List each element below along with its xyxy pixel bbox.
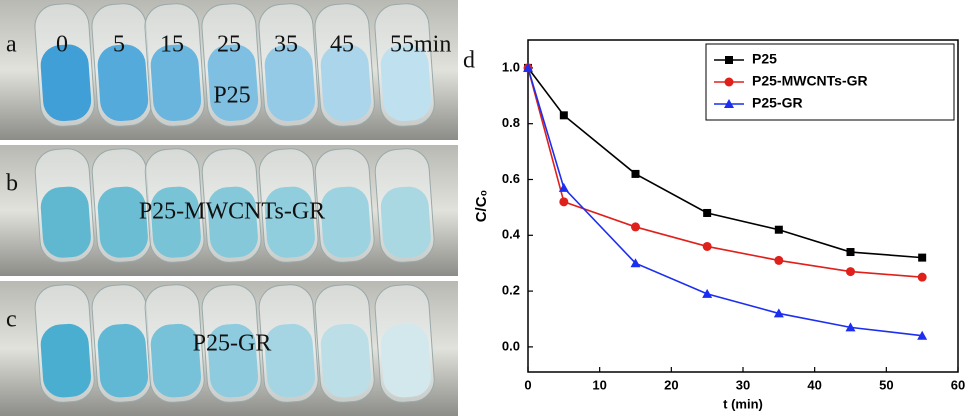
- marker: [846, 267, 855, 277]
- x-tick-label: 0: [524, 377, 531, 392]
- y-tick-label: 1.0: [502, 59, 520, 74]
- tube-liquid: [380, 323, 431, 398]
- tube-liquid: [150, 44, 202, 122]
- legend-label: P25-GR: [752, 95, 803, 111]
- marker: [559, 197, 569, 207]
- tube-liquid: [320, 44, 372, 122]
- time-label: 45: [330, 32, 354, 58]
- tube-liquid: [380, 44, 432, 122]
- y-tick-label: 0.6: [502, 171, 520, 186]
- tube-liquid: [97, 186, 148, 258]
- marker: [703, 208, 712, 217]
- tube-liquid: [40, 186, 91, 258]
- panel-label: c: [6, 307, 17, 333]
- marker: [774, 225, 783, 234]
- tube-liquid: [150, 186, 201, 258]
- tube-liquid: [320, 186, 371, 258]
- marker: [702, 288, 713, 298]
- marker: [918, 253, 927, 262]
- panel-label: b: [6, 171, 18, 197]
- y-axis-label: C/C₀: [473, 190, 490, 223]
- tube-liquid: [40, 44, 92, 122]
- tube-liquid: [207, 323, 258, 398]
- marker: [917, 330, 928, 340]
- x-tick-label: 50: [879, 377, 893, 392]
- x-tick-label: 40: [807, 377, 821, 392]
- tube-liquid: [264, 323, 315, 398]
- x-tick-label: 30: [736, 377, 750, 392]
- x-tick-label: 20: [664, 377, 678, 392]
- time-label: 5: [113, 32, 125, 58]
- marker: [846, 248, 855, 257]
- x-tick-label: 60: [951, 377, 965, 392]
- marker: [773, 308, 784, 318]
- x-axis-label: t (min): [723, 396, 763, 411]
- tube-liquid: [150, 323, 201, 398]
- tube-liquid: [207, 44, 259, 122]
- legend-label: P25-MWCNTs-GR: [752, 73, 868, 89]
- marker: [558, 182, 569, 192]
- y-tick-label: 0.8: [502, 115, 520, 130]
- tube-liquid: [320, 323, 371, 398]
- marker: [631, 169, 640, 178]
- marker: [630, 258, 641, 268]
- tube-liquid: [207, 186, 258, 258]
- photo-panels: a P25 b P25-MWCNTs-GR c P25-GR 0 5 15 25 35 45 55 min: [0, 0, 458, 416]
- y-tick-label: 0.0: [502, 338, 520, 353]
- marker: [631, 222, 640, 232]
- marker: [724, 77, 734, 87]
- panel-label: d: [463, 48, 475, 74]
- time-unit: min: [414, 32, 451, 58]
- tube-liquid: [264, 186, 315, 258]
- sample-label: P25-GR: [193, 331, 272, 357]
- line-chart: 0 10 20 30 40 50 60 0.0 0.2 0.4 0.6 0.8 1.0 t (min) C/…: [463, 39, 965, 411]
- sample-label: P25: [213, 83, 250, 109]
- y-tick-label: 0.4: [502, 227, 521, 242]
- y-tick-label: 0.2: [502, 283, 520, 298]
- sample-label: P25-MWCNTs-GR: [139, 199, 325, 225]
- time-label: 55: [390, 32, 414, 58]
- time-label: 35: [274, 32, 298, 58]
- legend-label: P25: [752, 51, 777, 67]
- panel-label: a: [6, 32, 17, 58]
- tube-liquid: [264, 44, 316, 122]
- marker: [917, 272, 927, 282]
- tube-liquid: [380, 186, 431, 258]
- time-label: 0: [56, 32, 68, 58]
- tube-liquid: [40, 323, 91, 398]
- x-tick-label: 10: [592, 377, 606, 392]
- marker: [724, 99, 734, 108]
- marker: [523, 62, 533, 72]
- time-label: 15: [160, 32, 184, 58]
- time-label: 25: [217, 32, 241, 58]
- legend-box: [705, 43, 955, 121]
- tube-liquid: [97, 44, 149, 122]
- marker: [702, 241, 712, 251]
- marker: [845, 322, 856, 332]
- marker: [725, 56, 733, 64]
- marker: [774, 255, 784, 265]
- tube-liquid: [97, 323, 148, 398]
- marker: [559, 111, 568, 120]
